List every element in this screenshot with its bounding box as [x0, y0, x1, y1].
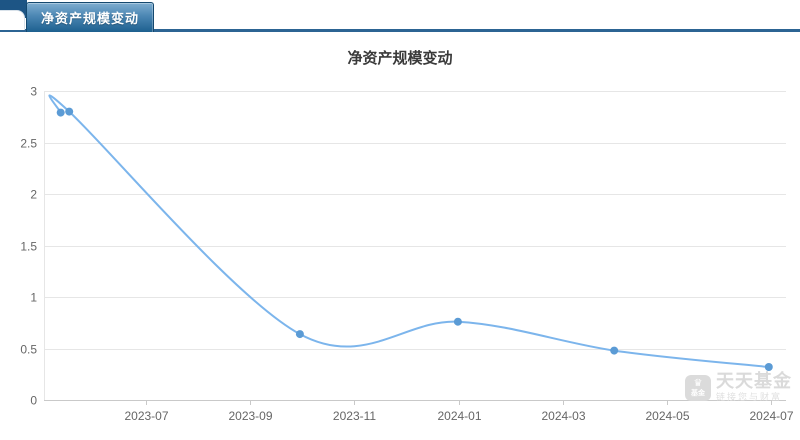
tab-net-asset-scale-change[interactable]: 净资产规模变动: [26, 2, 154, 32]
x-axis-label: 2023-07: [124, 409, 168, 423]
tabbar-underline: [0, 29, 800, 32]
watermark-text: 天天基金 链接您与财富: [716, 372, 792, 403]
x-axis-label: 2024-05: [645, 409, 689, 423]
x-axis-label: 2023-11: [333, 409, 376, 423]
data-point-marker[interactable]: [295, 330, 304, 339]
x-axis-label: 2023-09: [228, 409, 272, 423]
chart-area: 净资产规模变动 0 0.5 1 1.5 2 2.5 3 2023-07 2023-09 2023-…: [0, 32, 800, 440]
brand-slogan: 链接您与财富: [716, 392, 783, 403]
logo-label: 基金: [691, 389, 705, 397]
chart-title: 净资产规模变动: [347, 50, 453, 67]
fund-app-logo-icon: ♛ 基金: [685, 374, 711, 401]
watermark: ♛ 基金 天天基金 链接您与财富: [685, 372, 792, 403]
y-axis-label: 2.5: [20, 137, 37, 151]
y-axis-label: 0.5: [20, 343, 37, 357]
grid: 0 0.5 1 1.5 2 2.5 3 2023-07 2023-09 2023-11 2024-0…: [20, 85, 794, 424]
y-axis-label: 1.5: [20, 240, 37, 254]
x-axis-label: 2024-01: [437, 409, 481, 423]
tabbar-left-inactive-tab: [0, 10, 25, 30]
y-axis-label: 1: [30, 291, 37, 305]
series-line: [48, 94, 770, 368]
x-axis-label: 2024-07: [749, 409, 793, 423]
data-point-marker[interactable]: [56, 108, 65, 117]
tab-bar: 净资产规模变动: [0, 0, 800, 32]
y-axis-label: 2: [30, 188, 37, 202]
net-asset-line-chart[interactable]: 0 0.5 1 1.5 2 2.5 3 2023-07 2023-09 2023-11 2024-0…: [0, 32, 800, 440]
x-axis-label: 2024-03: [541, 409, 585, 423]
data-point-marker[interactable]: [764, 363, 773, 371]
data-point-marker[interactable]: [610, 346, 619, 355]
brand-name: 天天基金: [716, 371, 792, 392]
data-point-marker[interactable]: [453, 317, 462, 326]
y-axis-label: 0: [30, 394, 37, 408]
data-point-marker[interactable]: [65, 107, 74, 116]
y-axis-label: 3: [30, 85, 37, 99]
crown-icon: ♛: [693, 377, 703, 389]
